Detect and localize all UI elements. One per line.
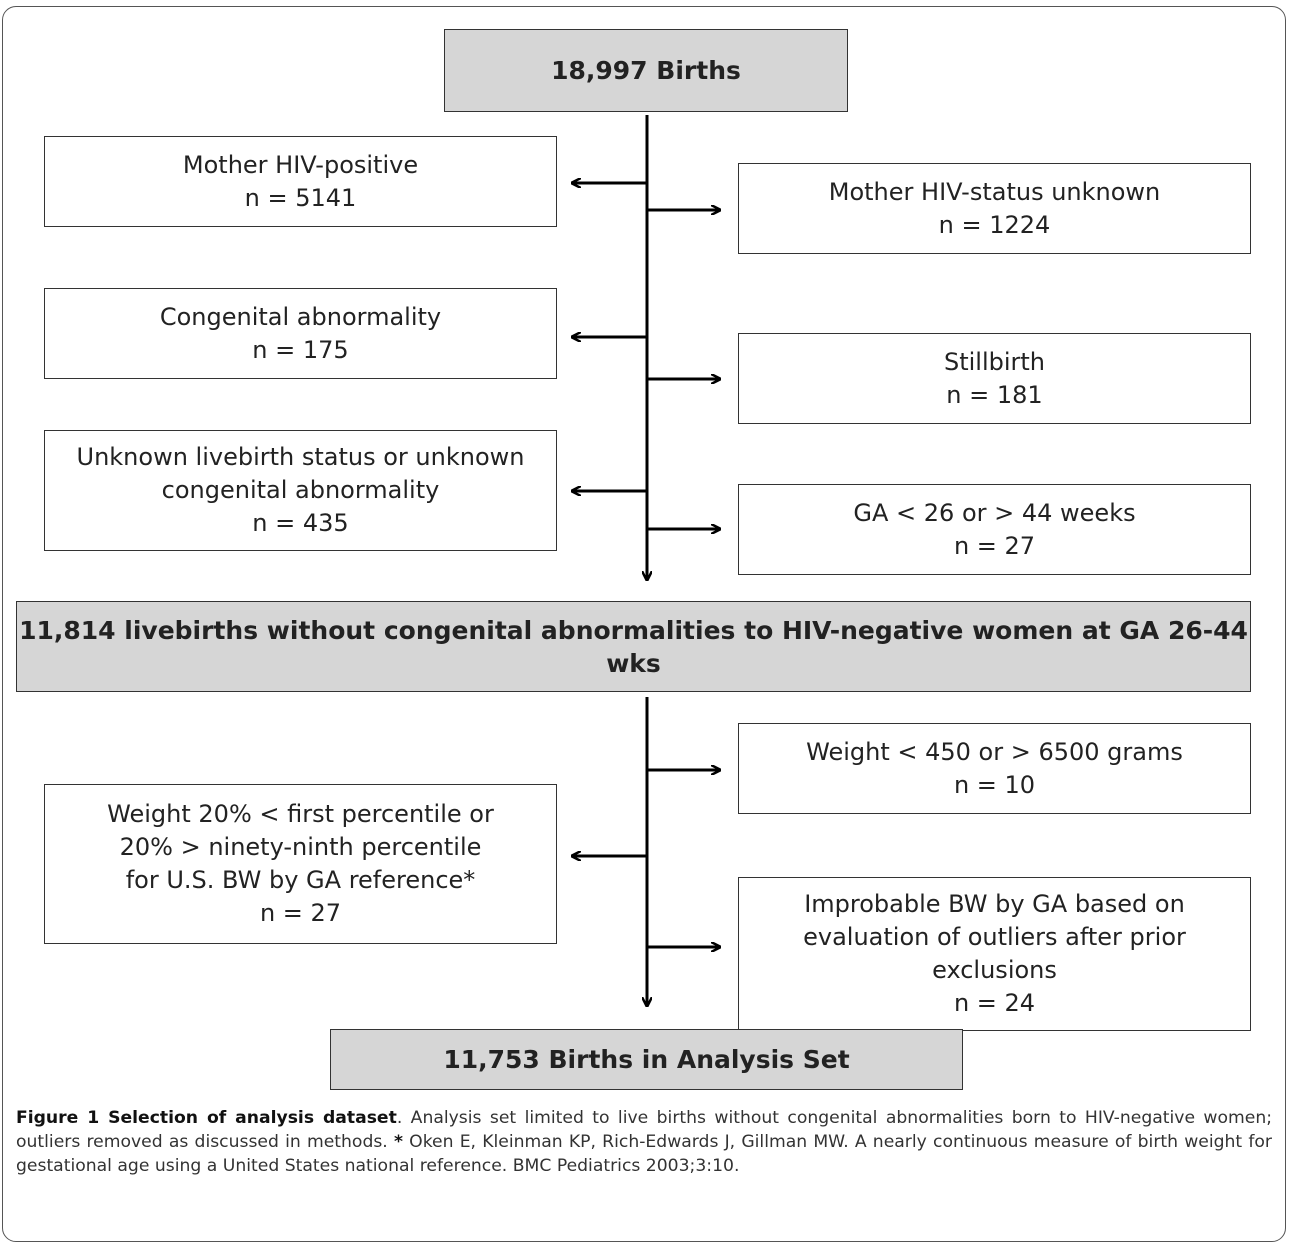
caption-label: Figure 1 Selection of analysis dataset [16,1108,397,1128]
box-improbable-bw: Improbable BW by GA based on evaluation … [738,877,1251,1031]
box-ga: GA < 26 or > 44 weeks n = 27 [738,484,1251,575]
box-total-births: 18,997 Births [444,29,848,112]
caption-star: * [393,1132,403,1152]
box-hiv-positive: Mother HIV-positive n = 5141 [44,136,557,227]
box-analysis-set: 11,753 Births in Analysis Set [330,1029,963,1090]
caption-text-2: Oken E, Kleinman KP, Rich-Edwards J, Gil… [16,1132,1272,1176]
figure-caption: Figure 1 Selection of analysis dataset. … [16,1106,1272,1178]
box-eligible-livebirths: 11,814 livebirths without congenital abn… [16,601,1251,692]
box-weight-percentile: Weight 20% < first percentile or 20% > n… [44,784,557,944]
caption-text-1: . Analysis set limited to live births wi… [16,1108,1273,1152]
figure-frame [2,6,1286,1242]
box-congenital: Congenital abnormality n = 175 [44,288,557,379]
box-hiv-unknown: Mother HIV-status unknown n = 1224 [738,163,1251,254]
box-unknown-livebirth: Unknown livebirth status or unknown cong… [44,430,557,551]
box-weight-range: Weight < 450 or > 6500 grams n = 10 [738,723,1251,814]
box-stillbirth: Stillbirth n = 181 [738,333,1251,424]
